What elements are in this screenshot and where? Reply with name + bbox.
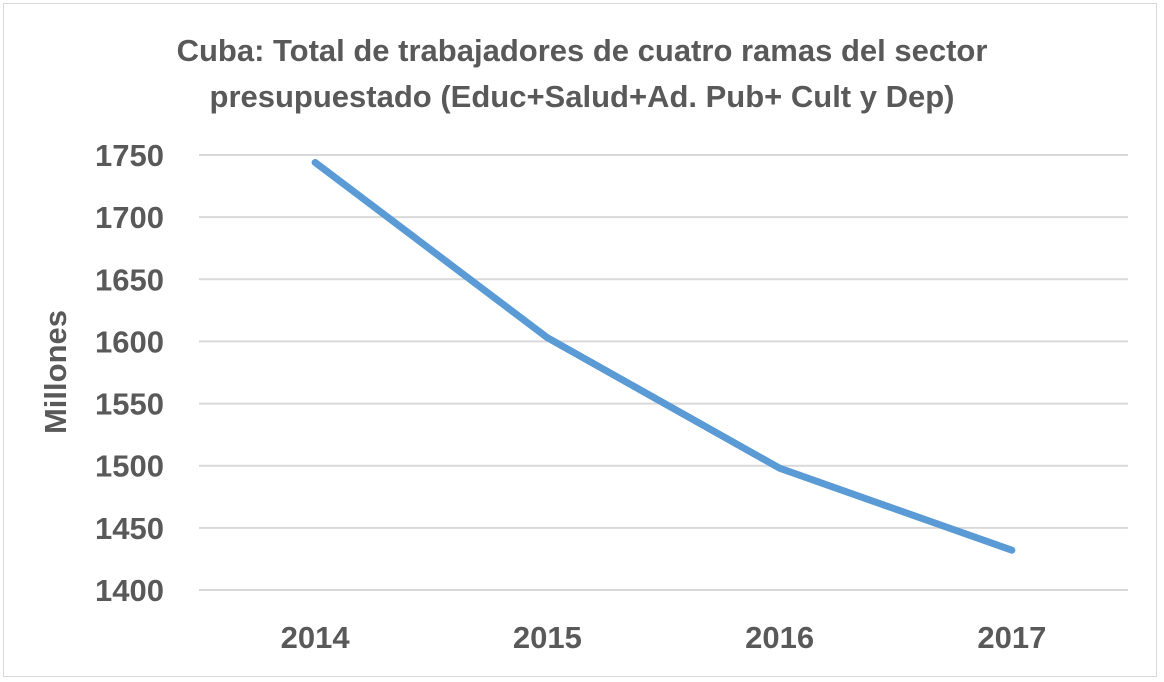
y-axis-ticks: 1400 1450 1500 1550 1600 1650 1700 1750 <box>95 138 164 608</box>
chart-title-line-1: Cuba: Total de trabajadores de cuatro ra… <box>176 33 988 68</box>
x-tick-label: 2014 <box>281 620 351 655</box>
y-tick-label: 1450 <box>95 511 164 546</box>
chart-title: Cuba: Total de trabajadores de cuatro ra… <box>0 28 1164 120</box>
y-tick-label: 1700 <box>95 200 164 235</box>
series-line-0 <box>311 158 1016 554</box>
chart-title-line-2: presupuestado (Educ+Salud+Ad. Pub+ Cult … <box>209 79 955 114</box>
x-tick-label: 2016 <box>745 620 814 655</box>
y-tick-label: 1400 <box>95 573 164 608</box>
y-tick-label: 1500 <box>95 449 164 484</box>
x-axis-ticks: 2014 2015 2016 2017 <box>281 620 1047 655</box>
x-tick-label: 2015 <box>513 620 582 655</box>
y-tick-label: 1600 <box>95 324 164 359</box>
y-tick-label: 1550 <box>95 387 164 422</box>
y-axis-label: Millones <box>38 310 73 434</box>
series-group <box>311 158 1016 554</box>
y-tick-label: 1750 <box>95 138 164 173</box>
gridlines <box>199 154 1128 591</box>
y-tick-label: 1650 <box>95 262 164 297</box>
x-tick-label: 2017 <box>977 620 1046 655</box>
chart-frame <box>3 3 1157 677</box>
